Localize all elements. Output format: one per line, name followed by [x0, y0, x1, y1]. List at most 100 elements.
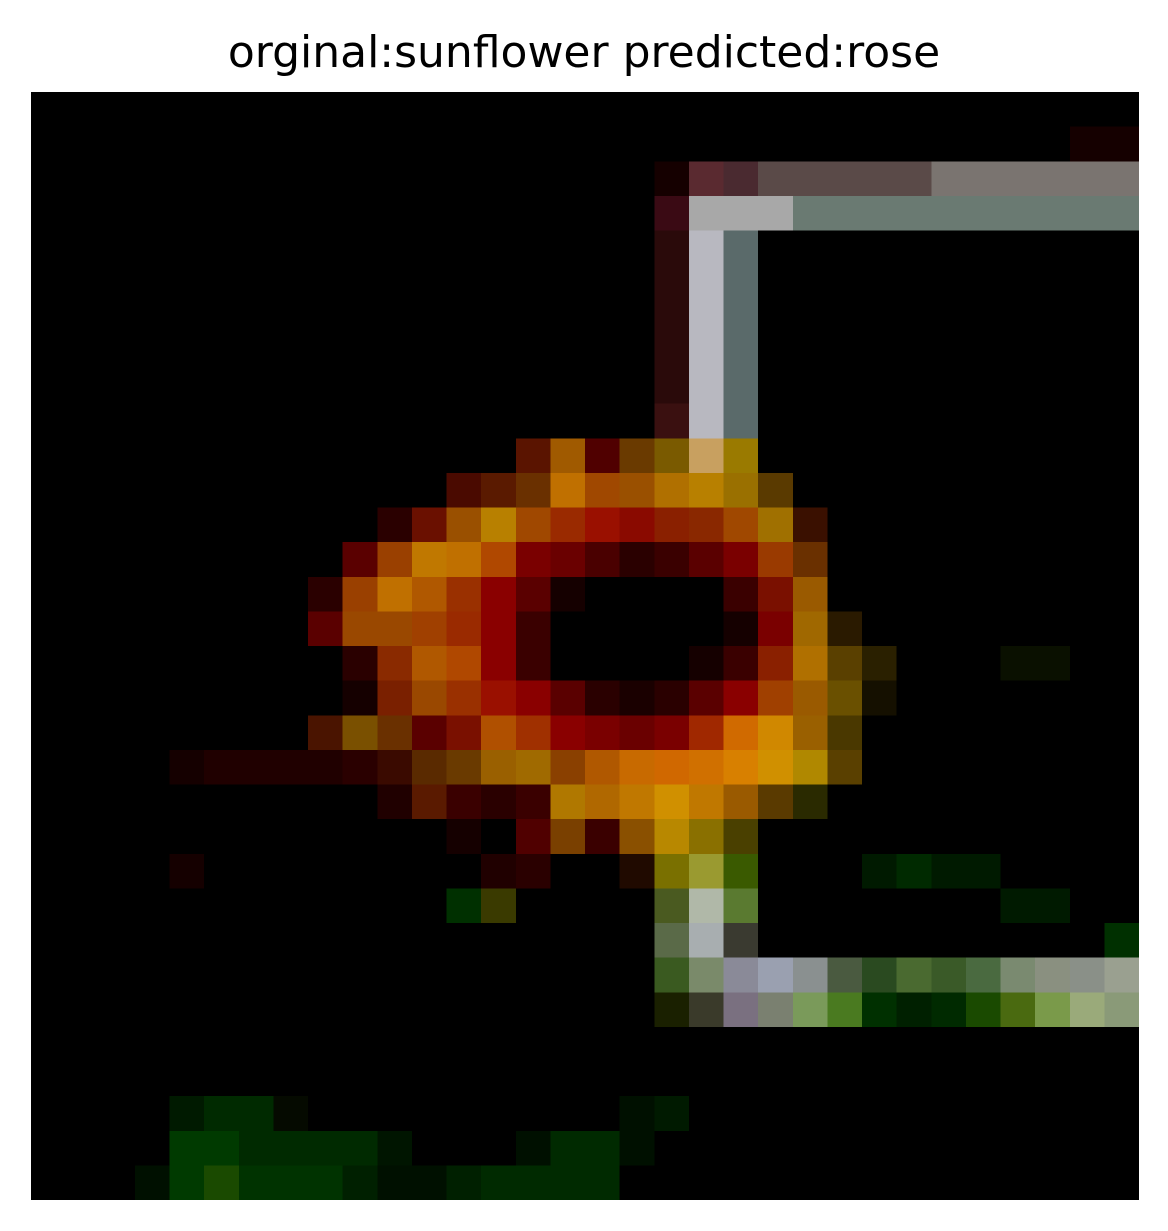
foliage-pixel — [862, 853, 897, 889]
bloom-pixel — [377, 542, 412, 577]
frame-pixel — [723, 369, 759, 404]
bloom-pixel — [515, 542, 551, 577]
bloom-pixel — [585, 784, 620, 820]
foliage-pixel — [654, 1096, 689, 1131]
frame-pixel — [723, 161, 759, 196]
bloom-pixel — [723, 576, 759, 612]
bloom-pixel — [550, 784, 585, 820]
frame-pixel — [1035, 195, 1070, 231]
figure-title: orginal:sunflower predicted:rose — [227, 27, 941, 78]
frame-pixel — [792, 161, 828, 196]
bloom-pixel — [585, 507, 620, 543]
bloom-pixel — [758, 715, 793, 750]
foliage-pixel — [1000, 888, 1070, 923]
bloom-pixel — [723, 715, 759, 750]
frame-pixel — [931, 195, 966, 231]
frame-pixel — [688, 195, 724, 231]
bloom-pixel — [377, 784, 412, 820]
bloom-pixel — [654, 507, 689, 543]
bloom-pixel — [481, 715, 516, 750]
foliage-pixel — [377, 1130, 412, 1166]
frame-pixel — [1035, 992, 1070, 1027]
bloom-pixel — [342, 576, 378, 612]
bloom-pixel — [654, 680, 689, 716]
frame-pixel — [896, 195, 932, 231]
foliage-pixel — [896, 853, 932, 889]
bloom-pixel — [688, 888, 724, 923]
bloom-pixel — [723, 507, 759, 543]
frame-pixel — [862, 161, 897, 196]
foliage-pixel — [204, 1096, 274, 1131]
frame-pixel — [792, 195, 828, 231]
bloom-pixel — [481, 680, 516, 716]
frame-pixel — [654, 265, 689, 300]
foliage-pixel — [238, 1165, 343, 1200]
bloom-pixel — [550, 576, 585, 612]
bloom-pixel — [481, 542, 516, 577]
bloom-pixel — [827, 680, 862, 716]
bloom-pixel — [481, 611, 516, 646]
bloom-pixel — [723, 611, 759, 646]
bloom-pixel — [792, 542, 828, 577]
frame-pixel — [965, 957, 1001, 993]
bloom-pixel — [654, 853, 689, 889]
bloom-pixel — [446, 611, 482, 646]
bloom-pixel — [550, 472, 585, 508]
bloom-pixel — [619, 853, 655, 889]
bloom-pixel — [342, 646, 378, 681]
frame-pixel — [931, 992, 966, 1027]
bloom-pixel — [758, 784, 793, 820]
bloom-pixel — [792, 715, 828, 750]
bloom-pixel — [654, 542, 689, 577]
bloom-pixel — [515, 507, 551, 543]
bloom-pixel — [550, 542, 585, 577]
frame-pixel — [1000, 161, 1036, 196]
bloom-pixel — [411, 715, 447, 750]
bloom-pixel — [792, 611, 828, 646]
bloom-pixel — [446, 472, 482, 508]
bloom-pixel — [342, 611, 378, 646]
bloom-pixel — [550, 715, 585, 750]
bloom-pixel — [723, 680, 759, 716]
bloom-pixel — [342, 542, 378, 577]
bloom-pixel — [411, 611, 447, 646]
image-frame — [31, 92, 1139, 1200]
bloom-pixel — [377, 507, 412, 543]
frame-pixel — [723, 403, 759, 439]
bloom-pixel — [515, 438, 551, 473]
frame-pixel — [1104, 923, 1139, 958]
frame-pixel — [931, 957, 966, 993]
frame-pixel — [965, 161, 1001, 196]
frame-pixel — [654, 195, 689, 231]
bloom-pixel — [377, 680, 412, 716]
bloom-pixel — [654, 472, 689, 508]
bloom-pixel — [723, 749, 759, 785]
bloom-pixel — [446, 576, 482, 612]
foliage-pixel — [619, 1130, 655, 1166]
bloom-pixel — [550, 819, 585, 854]
bloom-pixel — [446, 749, 482, 785]
bloom-pixel — [619, 542, 655, 577]
foliage-pixel — [238, 1130, 378, 1166]
bloom-pixel — [827, 646, 862, 681]
frame-pixel — [862, 957, 897, 993]
bloom-pixel — [377, 576, 412, 612]
bloom-pixel — [515, 819, 551, 854]
bloom-pixel — [688, 646, 724, 681]
foliage-pixel — [169, 1165, 205, 1200]
bloom-pixel — [411, 784, 447, 820]
frame-pixel — [654, 230, 689, 266]
bloom-pixel — [481, 749, 516, 785]
frame-pixel — [1069, 992, 1105, 1027]
frame-pixel — [688, 403, 724, 439]
foliage-pixel — [550, 1130, 620, 1166]
foliage-pixel — [1000, 646, 1070, 681]
bloom-pixel — [758, 472, 793, 508]
frame-pixel — [654, 403, 689, 439]
frame-pixel — [965, 195, 1001, 231]
foliage-pixel — [169, 1130, 239, 1166]
bloom-pixel — [446, 715, 482, 750]
frame-pixel — [758, 161, 793, 196]
bloom-pixel — [619, 819, 655, 854]
bloom-pixel — [619, 749, 655, 785]
